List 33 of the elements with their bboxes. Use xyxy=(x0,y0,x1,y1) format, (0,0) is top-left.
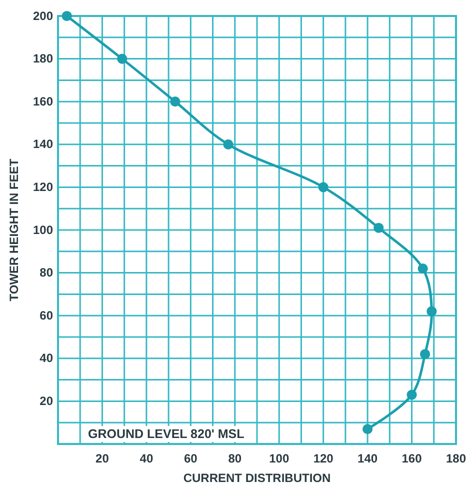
x-tick-label: 100 xyxy=(269,452,290,466)
point xyxy=(362,424,373,434)
x-tick-label: 160 xyxy=(402,452,422,466)
annotation: GROUND LEVEL 820' MSL xyxy=(88,427,245,441)
point xyxy=(420,349,430,360)
x-tick-label: 60 xyxy=(184,452,198,466)
y-tick-label: 60 xyxy=(40,308,54,322)
y-tick-label: 180 xyxy=(32,52,54,66)
point xyxy=(318,182,328,192)
point xyxy=(117,54,128,64)
point xyxy=(170,96,180,107)
y-tick-label: 100 xyxy=(32,222,54,237)
point xyxy=(223,139,234,150)
point xyxy=(374,222,384,233)
y-tick-label: 160 xyxy=(32,94,54,108)
x-axis-title: CURRENT DISTRIBUTION xyxy=(183,471,331,485)
x-tick-label: 180 xyxy=(446,452,466,466)
point xyxy=(418,263,428,274)
point xyxy=(62,10,72,22)
y-tick-label: 20 xyxy=(40,394,54,408)
x-tick-label: 40 xyxy=(140,452,154,466)
x-tick-label: 140 xyxy=(358,452,378,466)
y-axis-title: TOWER HEIGHT IN FEET xyxy=(7,158,21,302)
y-tick-label: 140 xyxy=(32,137,54,152)
y-tick-label: 80 xyxy=(40,266,54,280)
x-tick-label: 120 xyxy=(313,452,334,466)
point xyxy=(426,306,437,316)
x-tick-label: 80 xyxy=(228,452,242,466)
y-tick-label: 40 xyxy=(40,351,54,366)
point xyxy=(406,390,417,400)
y-tick-label: 120 xyxy=(32,180,54,194)
x-tick-label: 20 xyxy=(96,452,110,466)
y-tick-label: 200 xyxy=(32,8,54,23)
